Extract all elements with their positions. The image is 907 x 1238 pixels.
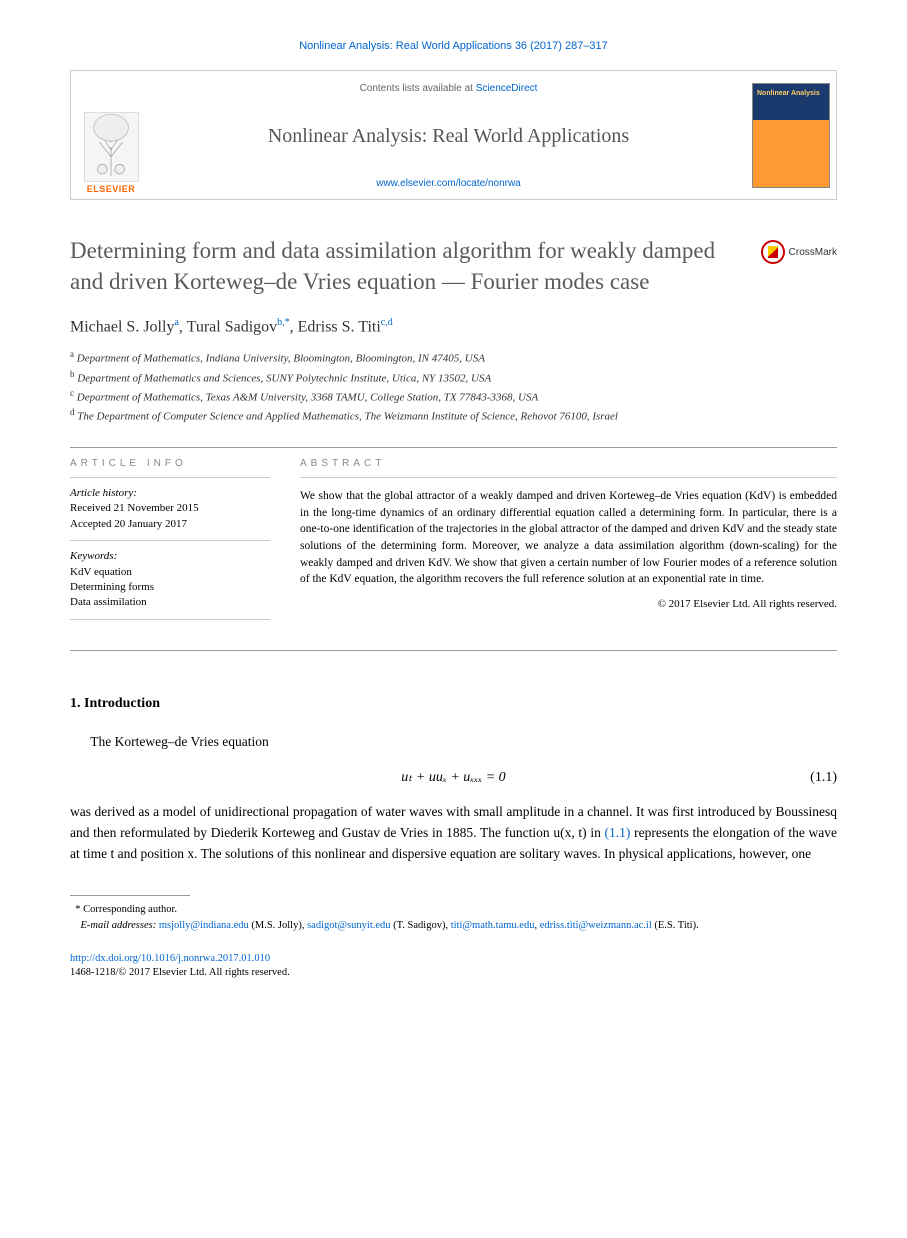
intro-para-1: The Korteweg–de Vries equation — [70, 732, 837, 753]
top-citation: Nonlinear Analysis: Real World Applicati… — [70, 40, 837, 52]
journal-header: ELSEVIER Contents lists available at Sci… — [70, 70, 837, 200]
intro-para-2: was derived as a model of unidirectional… — [70, 802, 837, 865]
author-3-sup[interactable]: c,d — [381, 317, 393, 328]
accepted-date: Accepted 20 January 2017 — [70, 517, 270, 532]
contents-line: Contents lists available at ScienceDirec… — [360, 83, 538, 94]
author-2-sup[interactable]: b,* — [277, 317, 290, 328]
received-date: Received 21 November 2015 — [70, 501, 270, 516]
article-title: Determining form and data assimilation a… — [70, 235, 761, 297]
equation-1-1: uₜ + uuₓ + uₓₓₓ = 0 (1.1) — [70, 767, 837, 789]
keywords-block: Keywords: KdV equation Determining forms… — [70, 541, 270, 619]
email-2-who: (T. Sadigov) — [393, 920, 445, 931]
footnotes: * Corresponding author. E-mail addresses… — [70, 902, 837, 934]
abstract-column: abstract We show that the global attract… — [300, 448, 837, 620]
keyword-1: KdV equation — [70, 565, 270, 580]
email-3[interactable]: titi@math.tamu.edu — [451, 920, 535, 931]
corr-text: Corresponding author. — [83, 904, 177, 915]
crossmark-icon — [761, 240, 785, 264]
title-row: Determining form and data assimilation a… — [70, 235, 837, 297]
abstract-text: We show that the global attractor of a w… — [300, 478, 837, 588]
author-2: Tural Sadigov — [187, 318, 278, 335]
footnote-divider — [70, 895, 190, 896]
affiliation-d: d The Department of Computer Science and… — [70, 406, 837, 425]
equation-content: uₜ + uuₓ + uₓₓₓ = 0 — [401, 767, 505, 789]
article-info-column: article info Article history: Received 2… — [70, 448, 270, 620]
journal-cover: Nonlinear Analysis — [746, 71, 836, 199]
article-history: Article history: Received 21 November 20… — [70, 478, 270, 540]
aff-text-d: The Department of Computer Science and A… — [77, 411, 618, 423]
affiliation-c: c Department of Mathematics, Texas A&M U… — [70, 387, 837, 406]
aff-text-c: Department of Mathematics, Texas A&M Uni… — [77, 391, 538, 403]
history-label: Article history: — [70, 486, 270, 501]
aff-text-b: Department of Mathematics and Sciences, … — [77, 372, 491, 384]
affiliation-a: a Department of Mathematics, Indiana Uni… — [70, 348, 837, 367]
elsevier-tree-icon — [84, 112, 139, 182]
author-1-sup[interactable]: a — [174, 317, 178, 328]
keyword-2: Determining forms — [70, 580, 270, 595]
elsevier-label: ELSEVIER — [87, 184, 136, 194]
email-4-who: (E.S. Titi). — [654, 920, 698, 931]
crossmark-label: CrossMark — [789, 247, 837, 258]
sciencedirect-link[interactable]: ScienceDirect — [476, 83, 538, 94]
keyword-3: Data assimilation — [70, 595, 270, 610]
crossmark-badge[interactable]: CrossMark — [761, 240, 837, 264]
cover-image: Nonlinear Analysis — [752, 83, 830, 188]
header-center: Contents lists available at ScienceDirec… — [151, 71, 746, 199]
affiliation-b: b Department of Mathematics and Sciences… — [70, 368, 837, 387]
author-1: Michael S. Jolly — [70, 318, 174, 335]
equation-number: (1.1) — [810, 767, 837, 789]
email-1-who: (M.S. Jolly) — [251, 920, 301, 931]
author-3: Edriss S. Titi — [298, 318, 381, 335]
cover-title: Nonlinear Analysis — [757, 90, 825, 98]
authors-line: Michael S. Jollya, Tural Sadigovb,*, Edr… — [70, 317, 837, 336]
section-1-heading: 1. Introduction — [70, 696, 837, 712]
email-2[interactable]: sadigot@sunyit.edu — [307, 920, 390, 931]
body-text: The Korteweg–de Vries equation uₜ + uuₓ … — [70, 732, 837, 865]
journal-homepage-link[interactable]: www.elsevier.com/locate/nonrwa — [376, 178, 521, 189]
info-abstract-row: article info Article history: Received 2… — [70, 448, 837, 620]
contents-prefix: Contents lists available at — [360, 83, 476, 94]
aff-text-a: Department of Mathematics, Indiana Unive… — [77, 353, 485, 365]
affiliations: a Department of Mathematics, Indiana Uni… — [70, 348, 837, 425]
aff-sup-c: c — [70, 388, 74, 398]
aff-sup-b: b — [70, 369, 75, 379]
eq-link-1-1[interactable]: (1.1) — [605, 825, 631, 840]
info-divider-3 — [70, 619, 270, 620]
aff-sup-d: d — [70, 407, 75, 417]
issn-copyright: 1468-1218/© 2017 Elsevier Ltd. All right… — [70, 967, 290, 978]
doi-link[interactable]: http://dx.doi.org/10.1016/j.nonrwa.2017.… — [70, 953, 270, 964]
email-1[interactable]: msjolly@indiana.edu — [159, 920, 249, 931]
email-label: E-mail addresses: — [81, 920, 157, 931]
elsevier-logo: ELSEVIER — [71, 71, 151, 199]
keywords-label: Keywords: — [70, 549, 270, 564]
email-4[interactable]: edriss.titi@weizmann.ac.il — [540, 920, 652, 931]
abstract-label: abstract — [300, 448, 837, 477]
bottom-block: http://dx.doi.org/10.1016/j.nonrwa.2017.… — [70, 952, 837, 981]
abstract-copyright: © 2017 Elsevier Ltd. All rights reserved… — [300, 598, 837, 610]
divider-bottom — [70, 650, 837, 651]
aff-sup-a: a — [70, 349, 74, 359]
article-info-label: article info — [70, 448, 270, 477]
journal-name: Nonlinear Analysis: Real World Applicati… — [268, 125, 629, 148]
email-line: E-mail addresses: msjolly@indiana.edu (M… — [70, 918, 837, 934]
corresponding-author-note: * Corresponding author. — [70, 902, 837, 918]
